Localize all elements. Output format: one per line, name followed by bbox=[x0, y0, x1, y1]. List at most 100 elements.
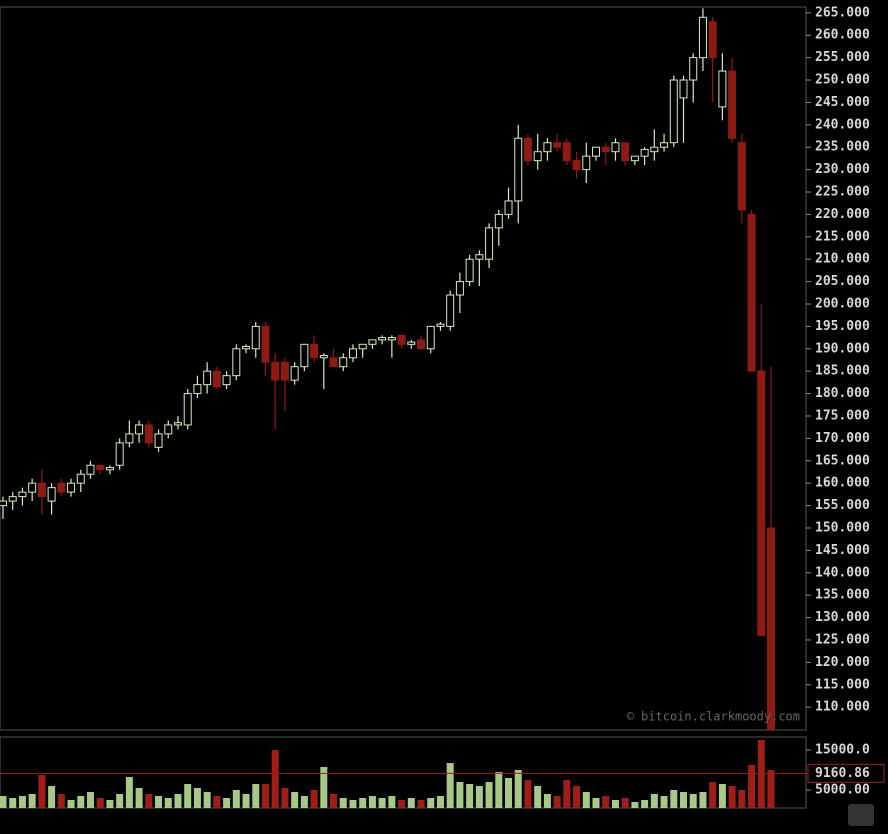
y-tick-label: 225.000 bbox=[815, 185, 870, 200]
volume-bar bbox=[456, 782, 464, 808]
volume-marker-label: 9160.86 bbox=[815, 766, 870, 781]
volume-bar bbox=[573, 786, 581, 808]
y-tick-label: 130.000 bbox=[815, 610, 870, 625]
candle-body bbox=[533, 151, 542, 162]
volume-bar bbox=[213, 796, 221, 808]
volume-bar bbox=[563, 780, 571, 808]
candle-body bbox=[407, 341, 416, 345]
share-icon[interactable] bbox=[848, 804, 874, 826]
candle-body bbox=[669, 79, 678, 144]
candle-body bbox=[232, 348, 241, 377]
candle-body bbox=[222, 375, 231, 386]
y-tick-label: 145.000 bbox=[815, 543, 870, 558]
volume-bar bbox=[349, 800, 357, 808]
y-tick-label: 250.000 bbox=[815, 73, 870, 88]
candle-body bbox=[572, 160, 581, 171]
volume-bar bbox=[300, 796, 308, 808]
volume-bar bbox=[738, 790, 746, 808]
candle-body bbox=[86, 464, 95, 475]
y-tick-label: 255.000 bbox=[815, 50, 870, 65]
candle-body bbox=[28, 482, 37, 493]
volume-bar bbox=[611, 800, 619, 808]
volume-bar bbox=[514, 770, 522, 808]
volume-bar bbox=[748, 765, 756, 808]
candle-body bbox=[8, 496, 17, 502]
volume-bar bbox=[543, 794, 551, 808]
candle-body bbox=[582, 155, 591, 171]
volume-bar bbox=[184, 784, 192, 808]
volume-bar bbox=[232, 790, 240, 808]
candle-body bbox=[485, 227, 494, 260]
candle-body bbox=[47, 487, 56, 502]
candle-body bbox=[105, 466, 114, 471]
volume-bar bbox=[252, 784, 260, 808]
price-panel bbox=[0, 6, 807, 731]
volume-bar bbox=[582, 792, 590, 808]
candle-body bbox=[378, 337, 387, 341]
candle-body bbox=[737, 142, 746, 211]
candle-body bbox=[718, 70, 727, 108]
candle-body bbox=[261, 325, 270, 363]
volume-bar bbox=[475, 786, 483, 808]
volume-bar bbox=[261, 784, 269, 808]
candle-body bbox=[144, 424, 153, 444]
volume-bar bbox=[281, 788, 289, 808]
volume-bar bbox=[631, 802, 639, 808]
candle-body bbox=[436, 323, 445, 327]
candle-body bbox=[601, 146, 610, 153]
volume-bar bbox=[271, 750, 279, 808]
y-tick-label: 265.000 bbox=[815, 5, 870, 20]
volume-bar bbox=[116, 794, 124, 808]
volume-bar bbox=[368, 796, 376, 808]
volume-bar bbox=[330, 794, 338, 808]
candle-body bbox=[193, 384, 202, 395]
y-tick-label: 210.000 bbox=[815, 252, 870, 267]
y-tick-label: 125.000 bbox=[815, 632, 870, 647]
volume-bar bbox=[320, 767, 328, 808]
watermark: © bitcoin.clarkmoody.com bbox=[627, 710, 800, 724]
candle-body bbox=[621, 142, 630, 162]
candle-body bbox=[300, 343, 309, 368]
volume-bar bbox=[495, 772, 503, 808]
volume-bar bbox=[77, 796, 85, 808]
y-tick-label: 260.000 bbox=[815, 28, 870, 43]
y-tick-label: 240.000 bbox=[815, 117, 870, 132]
candle-body bbox=[514, 137, 523, 202]
candle-body bbox=[57, 482, 66, 493]
volume-bar bbox=[757, 740, 765, 808]
candle-body bbox=[135, 424, 144, 435]
volume-bar bbox=[436, 796, 444, 808]
candle-body bbox=[660, 142, 669, 148]
volume-bar bbox=[650, 794, 658, 808]
volume-bar bbox=[718, 784, 726, 808]
price-marks bbox=[0, 8, 775, 730]
candle-body bbox=[37, 482, 46, 498]
volume-bar bbox=[135, 788, 143, 808]
volume-bar bbox=[106, 800, 114, 808]
volume-bar bbox=[18, 796, 26, 808]
volume-bar bbox=[96, 798, 104, 808]
axis: 110.000 115.000 120.000 125.000 130.000 135.0… bbox=[0, 5, 885, 798]
volume-bar bbox=[767, 770, 775, 808]
volume-bar bbox=[398, 800, 406, 808]
candle-body bbox=[154, 433, 163, 448]
candle-body bbox=[173, 422, 182, 426]
candle-body bbox=[251, 325, 260, 350]
candle-body bbox=[96, 464, 105, 471]
candle-body bbox=[290, 366, 299, 381]
volume-bar bbox=[446, 763, 454, 808]
volume-bar bbox=[125, 777, 133, 808]
y-tick-label: 140.000 bbox=[815, 565, 870, 580]
y-tick-label: 235.000 bbox=[815, 140, 870, 155]
candle-body bbox=[553, 142, 562, 148]
y-tick-label: 155.000 bbox=[815, 498, 870, 513]
volume-bar bbox=[48, 786, 56, 808]
volume-bar bbox=[728, 786, 736, 808]
y-tick-label: 120.000 bbox=[815, 655, 870, 670]
candle-body bbox=[125, 433, 134, 444]
candle-body bbox=[689, 57, 698, 81]
candle-body bbox=[18, 491, 27, 498]
candle-body bbox=[397, 334, 406, 345]
volume-marks bbox=[0, 740, 775, 808]
